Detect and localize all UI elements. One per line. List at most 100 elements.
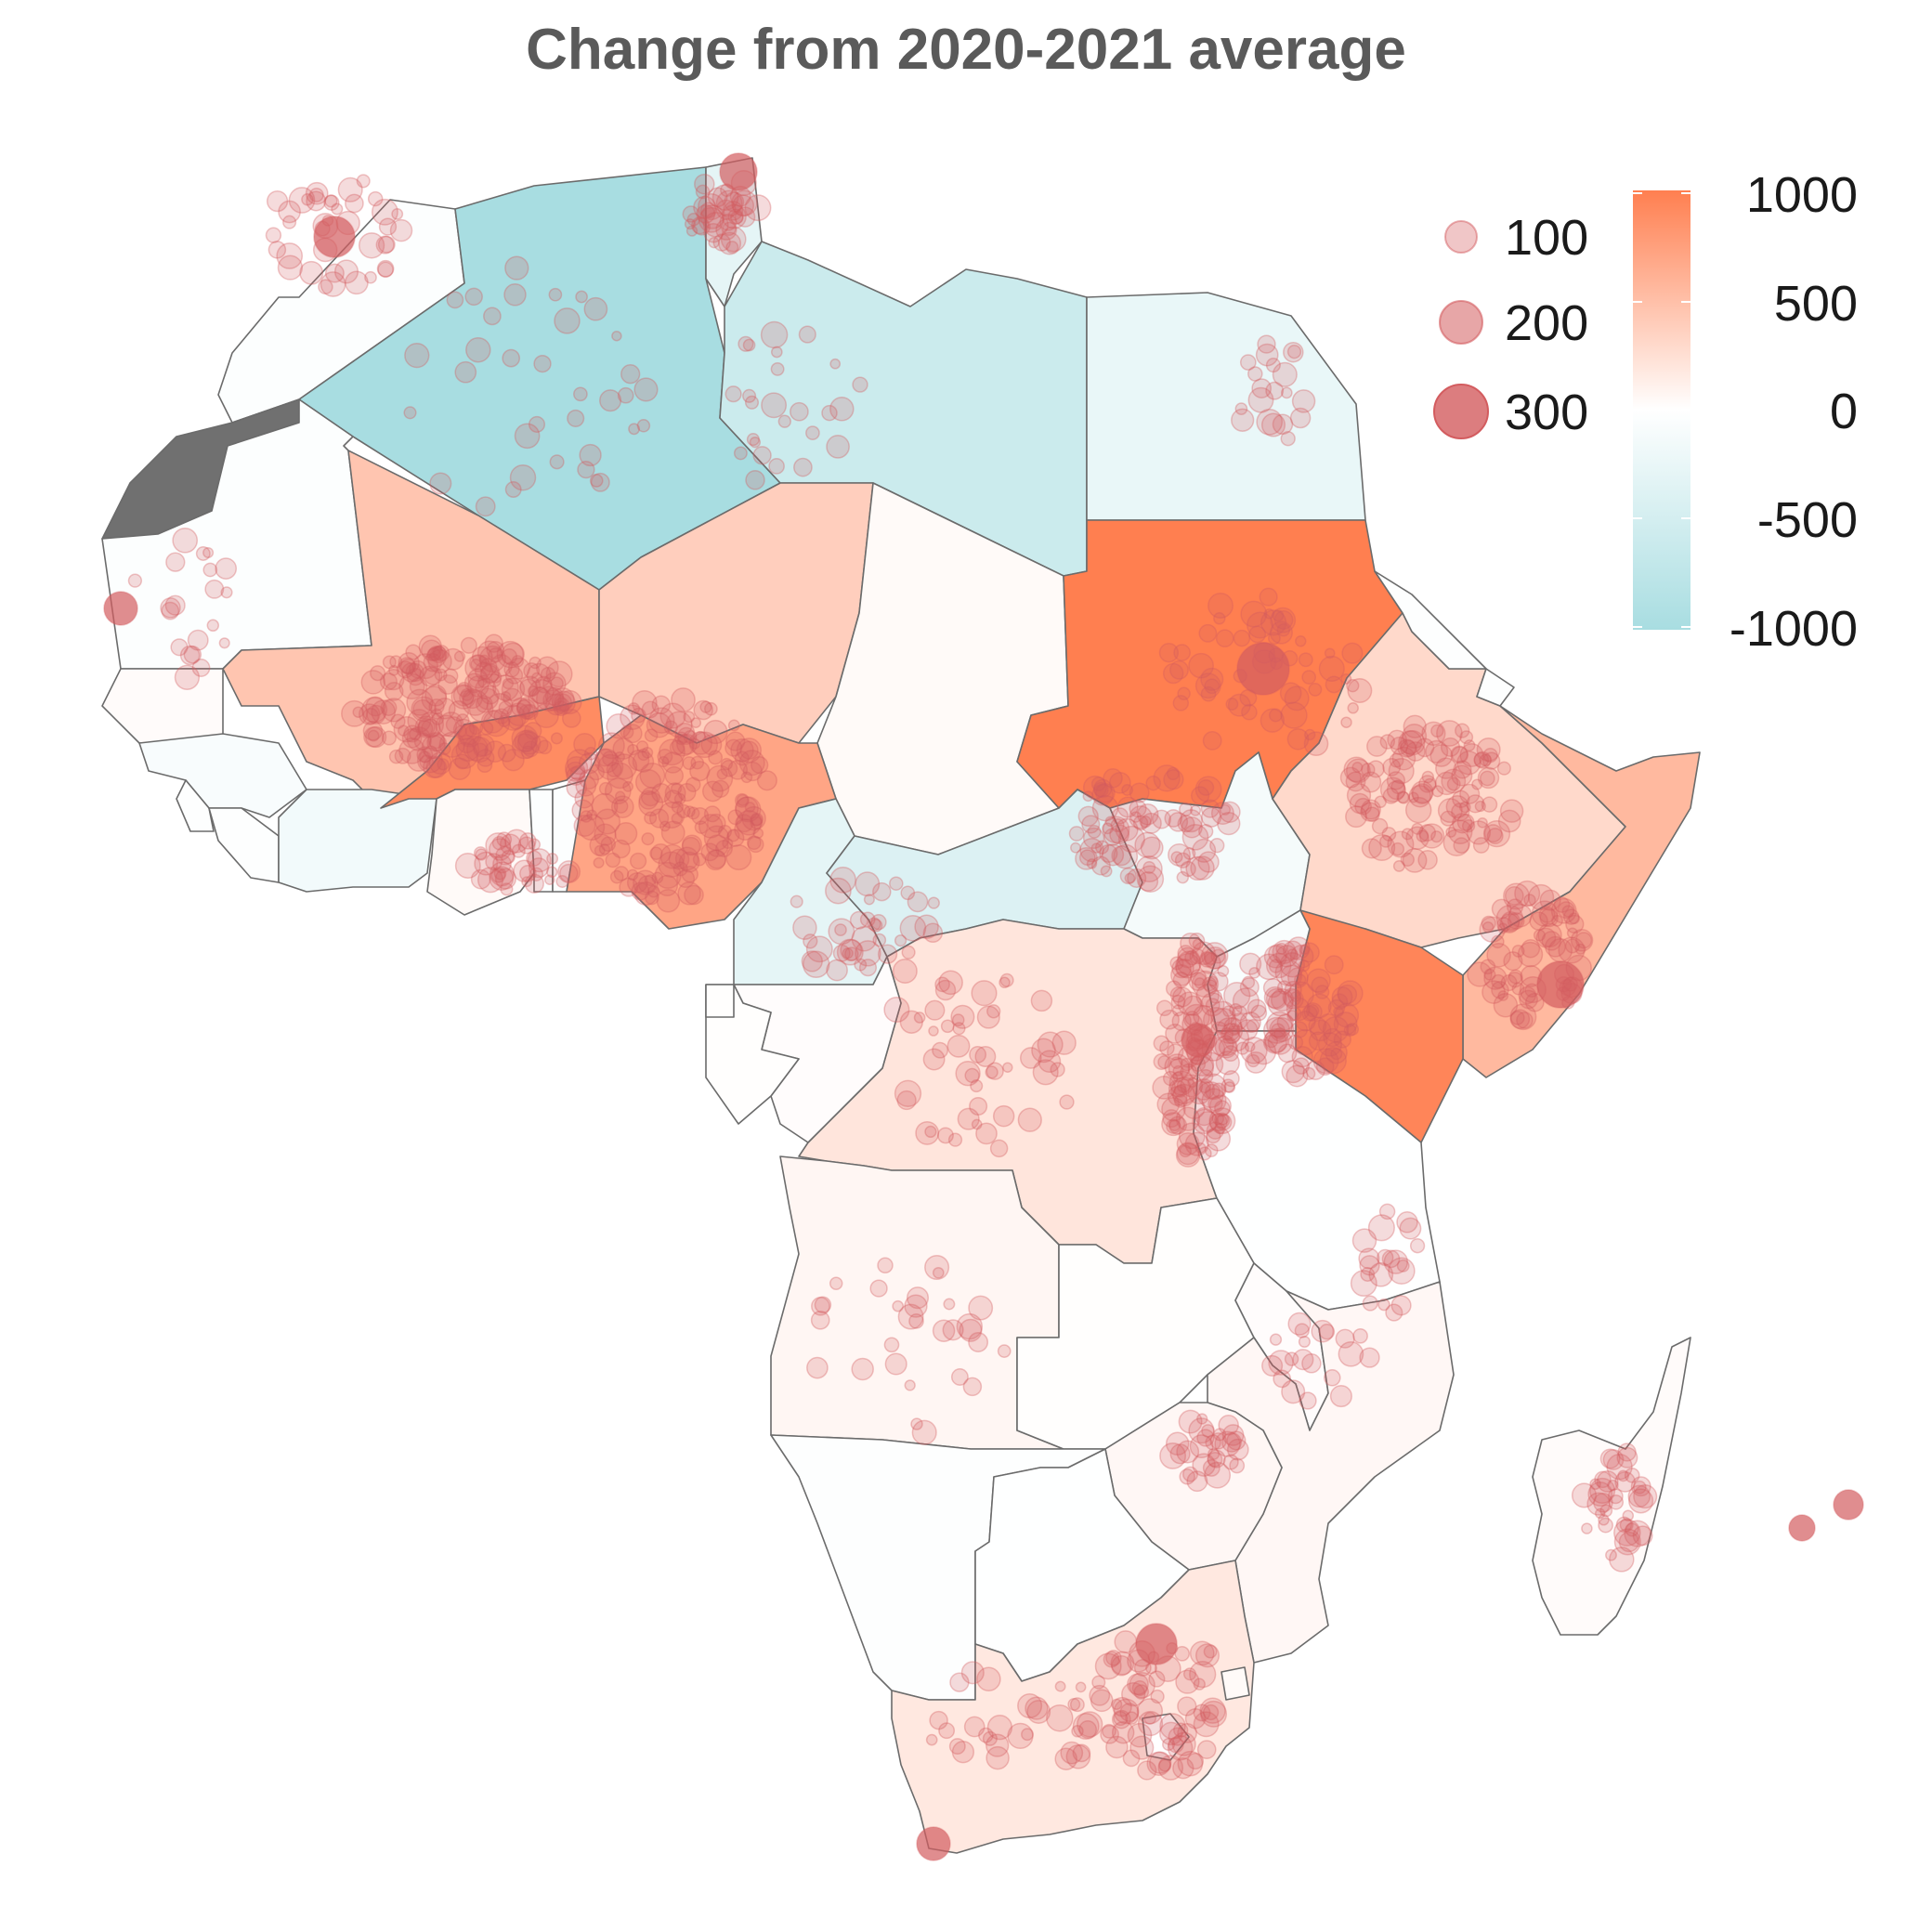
conflict-event-126 [498,700,513,715]
conflict-event-921 [1179,809,1203,833]
conflict-event-1170 [371,198,398,226]
conflict-event-1124 [1209,1432,1227,1450]
conflict-event-305 [704,849,726,871]
conflict-event-1591 [1833,1489,1864,1521]
conflict-event-1058 [1159,1713,1186,1740]
conflict-event-197 [341,699,368,727]
conflict-event-127 [420,639,443,661]
conflict-event-1546 [829,1276,843,1290]
conflict-event-112 [482,710,511,738]
conflict-event-1580 [1075,1681,1087,1693]
conflict-event-826 [1541,931,1562,951]
conflict-event-1102 [1165,1431,1190,1456]
conflict-event-1059 [1133,1684,1150,1700]
conflict-event-510 [1206,1121,1224,1140]
conflict-event-585 [1453,837,1470,854]
conflict-event-555 [1207,975,1219,987]
conflict-event-789 [1281,1059,1305,1084]
conflict-event-497 [1221,1045,1239,1063]
conflict-event-579 [1374,795,1387,809]
conflict-event-720 [1263,1028,1289,1053]
conflict-event-704 [1322,1015,1350,1043]
conflict-event-358 [706,764,734,792]
conflict-event-886 [1136,803,1159,826]
conflict-event-985 [1263,607,1275,620]
conflict-event-110 [412,653,438,680]
conflict-event-1412 [446,291,464,309]
conflict-event-378 [726,829,740,842]
conflict-event-748 [1228,1023,1241,1036]
conflict-event-1539 [877,1257,894,1274]
conflict-event-1584 [1054,1747,1077,1770]
conflict-event-17 [381,730,397,746]
conflict-event-723 [1317,1032,1343,1057]
conflict-event-325 [651,783,672,803]
conflict-event-1518 [1383,1249,1409,1274]
conflict-event-241 [681,834,703,855]
conflict-event-207 [405,662,424,683]
conflict-event-737 [1223,1027,1241,1045]
conflict-event-1123 [1221,1431,1242,1453]
conflict-event-95 [517,729,538,750]
conflict-event-1143 [1587,1482,1613,1507]
conflict-event-909 [1090,855,1111,876]
conflict-event-1181 [323,194,340,211]
conflict-event-1047 [1121,1681,1146,1707]
conflict-event-779 [1319,1047,1347,1075]
conflict-event-573 [1440,810,1456,827]
conflict-event-891 [1102,843,1125,867]
conflict-event-473 [1176,1142,1200,1166]
conflict-event-268 [631,881,650,901]
conflict-event-158 [409,677,428,696]
conflict-event-1095 [1193,1704,1211,1722]
conflict-event-1094 [1168,1736,1184,1754]
conflict-event-266 [725,844,752,871]
conflict-event-1031 [1091,1675,1106,1690]
conflict-event-114 [519,675,542,698]
conflict-event-70 [502,677,515,690]
conflict-event-897 [1145,775,1161,791]
conflict-event-340 [716,768,728,780]
conflict-event-569 [1184,949,1200,966]
conflict-event-236 [646,885,660,898]
conflict-event-304 [607,762,633,790]
conflict-event-163 [409,727,422,741]
conflict-event-486 [1159,1009,1180,1030]
conflict-event-700 [1235,1041,1249,1055]
conflict-event-869 [1509,1003,1537,1031]
conflict-event-972 [1286,727,1310,751]
conflict-event-1210 [686,213,701,227]
color-scale-label-500: 500 [1774,276,1858,332]
conflict-event-518 [1194,977,1206,989]
conflict-event-145 [362,721,384,741]
conflict-event-954 [1209,838,1225,854]
conflict-event-734 [1333,1012,1358,1037]
conflict-event-932 [1091,783,1114,806]
conflict-event-109 [522,740,540,758]
conflict-event-58 [388,749,404,764]
conflict-event-1134 [1599,1448,1621,1469]
conflict-event-752 [1305,1004,1320,1018]
conflict-event-942 [1177,815,1195,833]
conflict-event-1572 [938,1722,956,1740]
conflict-event-496 [1191,970,1220,999]
conflict-event-765 [1245,1051,1268,1074]
conflict-event-248 [752,828,764,839]
size-legend-label-100: 100 [1505,210,1588,266]
conflict-event-48 [511,724,539,752]
conflict-event-1414 [528,415,546,433]
conflict-event-1561 [1017,1692,1043,1719]
conflict-event-840 [1566,927,1578,939]
conflict-event-422 [1168,1079,1187,1098]
conflict-event-1515 [1390,1295,1412,1316]
conflict-event-251 [627,702,641,715]
conflict-event-1108 [1179,1469,1195,1485]
conflict-event-1198 [324,263,345,283]
conflict-event-871 [1497,990,1509,1001]
conflict-event-360 [637,875,657,894]
conflict-event-1248 [707,187,728,208]
conflict-event-798 [1248,966,1260,979]
conflict-event-223 [686,806,700,820]
conflict-event-920 [1138,870,1159,892]
conflict-event-614 [1450,745,1469,764]
